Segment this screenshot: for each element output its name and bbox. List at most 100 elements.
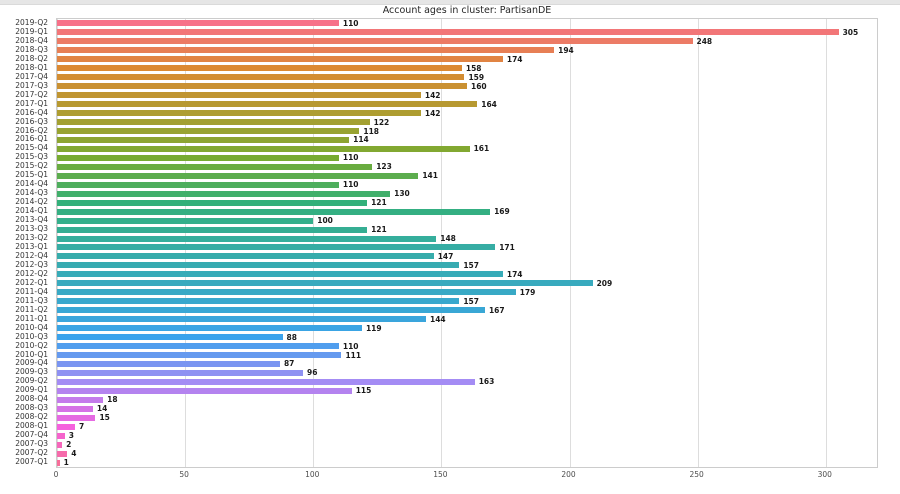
bar-value-label: 7	[78, 422, 85, 432]
bar-value-label: 169	[494, 207, 510, 217]
bar-value-label: 141	[422, 171, 438, 181]
bar-value-label: 142	[424, 108, 441, 118]
bar-value-label: 2	[66, 440, 72, 450]
bar	[57, 459, 60, 466]
bar-value-label: 100	[317, 216, 333, 226]
bar	[57, 128, 360, 134]
bar	[57, 136, 350, 143]
bar-value-label: 148	[440, 234, 456, 244]
bar-value-label: 123	[376, 162, 392, 172]
bar-value-label: 121	[371, 225, 387, 235]
y-tick-label: 2011-Q4	[15, 286, 48, 296]
y-tick-label: 2017-Q3	[15, 80, 48, 90]
bar	[57, 65, 462, 72]
bar-value-label: 122	[373, 117, 390, 127]
bar-value-label: 163	[478, 377, 495, 387]
y-tick-label: 2016-Q4	[15, 107, 48, 117]
y-tick-label: 2011-Q3	[15, 295, 48, 305]
y-tick-label: 2010-Q3	[15, 331, 48, 341]
bar-value-label: 161	[473, 144, 490, 154]
bar-value-label: 119	[365, 323, 382, 333]
window-edge-strip	[0, 0, 900, 5]
y-tick-label: 2010-Q2	[15, 340, 48, 350]
gridline	[313, 19, 315, 467]
y-tick-label: 2017-Q1	[15, 98, 48, 108]
chart-title: Account ages in cluster: PartisanDE	[382, 5, 552, 16]
bar	[57, 253, 434, 260]
x-tick-label: 200	[561, 470, 576, 479]
y-tick-label: 2008-Q3	[15, 403, 48, 413]
bar-value-label: 130	[394, 189, 410, 199]
x-tick-label: 250	[689, 470, 704, 479]
x-tick-label: 150	[433, 470, 448, 479]
bar-value-label: 144	[430, 314, 446, 324]
bar	[57, 280, 593, 287]
bar-value-label: 110	[342, 19, 359, 28]
bar	[57, 334, 283, 341]
bar	[57, 226, 368, 233]
x-tick-label: 0	[53, 470, 59, 479]
bar	[57, 110, 421, 117]
y-tick-label: 2009-Q2	[15, 376, 48, 386]
bar	[57, 163, 373, 170]
bar-value-label: 110	[342, 341, 359, 351]
y-tick-label: 2009-Q3	[15, 367, 48, 377]
y-tick-label: 2007-Q1	[15, 457, 48, 467]
y-tick-label: 2009-Q4	[15, 358, 48, 368]
y-tick-label: 2013-Q4	[15, 215, 48, 225]
bar-value-label: 209	[596, 278, 613, 288]
y-tick-label: 2018-Q2	[15, 53, 48, 63]
bar	[57, 154, 339, 161]
bar-value-label: 174	[506, 269, 523, 279]
y-tick-label: 2012-Q1	[15, 277, 48, 287]
bar	[57, 101, 478, 108]
y-tick-label: 2016-Q3	[15, 116, 48, 126]
y-tick-label: 2018-Q4	[15, 35, 48, 45]
bar	[57, 414, 96, 421]
bar-value-label: 111	[345, 350, 362, 360]
y-tick-label: 2012-Q3	[15, 259, 48, 269]
bar	[57, 181, 339, 188]
bar-value-label: 171	[499, 243, 515, 252]
bar	[57, 360, 280, 367]
y-tick-label: 2008-Q4	[15, 394, 48, 404]
bar	[57, 20, 339, 27]
bar	[57, 343, 339, 350]
bar	[57, 145, 470, 152]
bar-value-label: 179	[519, 287, 536, 297]
bar	[57, 47, 555, 54]
y-tick-label: 2016-Q2	[15, 125, 48, 135]
bar-value-label: 110	[342, 153, 359, 163]
bar-value-label: 15	[99, 413, 110, 423]
y-tick-label: 2015-Q3	[15, 152, 48, 162]
bar	[57, 56, 503, 63]
bar	[57, 38, 693, 45]
bar-value-label: 4	[71, 449, 77, 459]
bar	[57, 325, 362, 332]
bar-value-label: 87	[283, 359, 295, 369]
gridline	[441, 19, 443, 467]
bar	[57, 378, 475, 385]
x-tick-label: 100	[305, 470, 320, 479]
x-axis: 0 50 100 150 200 250 300	[53, 470, 878, 484]
y-tick-label: 2007-Q4	[15, 430, 48, 440]
plot-area: 110 305 248 194 174 158 159 160 142 164 142 122 118 1…	[56, 18, 878, 468]
bar-value-label: 115	[355, 386, 372, 396]
y-tick-label: 2018-Q3	[15, 44, 48, 54]
y-tick-label: 2010-Q1	[15, 349, 48, 359]
y-tick-label: 2011-Q2	[15, 304, 48, 314]
bar-value-label: 248	[696, 36, 713, 46]
bar	[57, 432, 65, 439]
y-tick-label: 2010-Q4	[15, 322, 48, 332]
y-axis: 2019-Q2 2019-Q1 2018-Q4 2018-Q3 2018-Q2 2018-…	[0, 18, 52, 468]
bar	[57, 235, 437, 242]
bar	[57, 190, 391, 197]
bar-value-label: 88	[286, 332, 297, 342]
y-tick-label: 2007-Q2	[15, 448, 48, 458]
y-tick-label: 2019-Q1	[15, 26, 48, 36]
y-tick-label: 2014-Q4	[15, 179, 48, 189]
y-tick-label: 2011-Q1	[15, 313, 48, 323]
y-tick-label: 2017-Q2	[15, 89, 48, 99]
bar-value-label: 147	[437, 251, 454, 261]
y-tick-label: 2014-Q2	[15, 197, 48, 207]
